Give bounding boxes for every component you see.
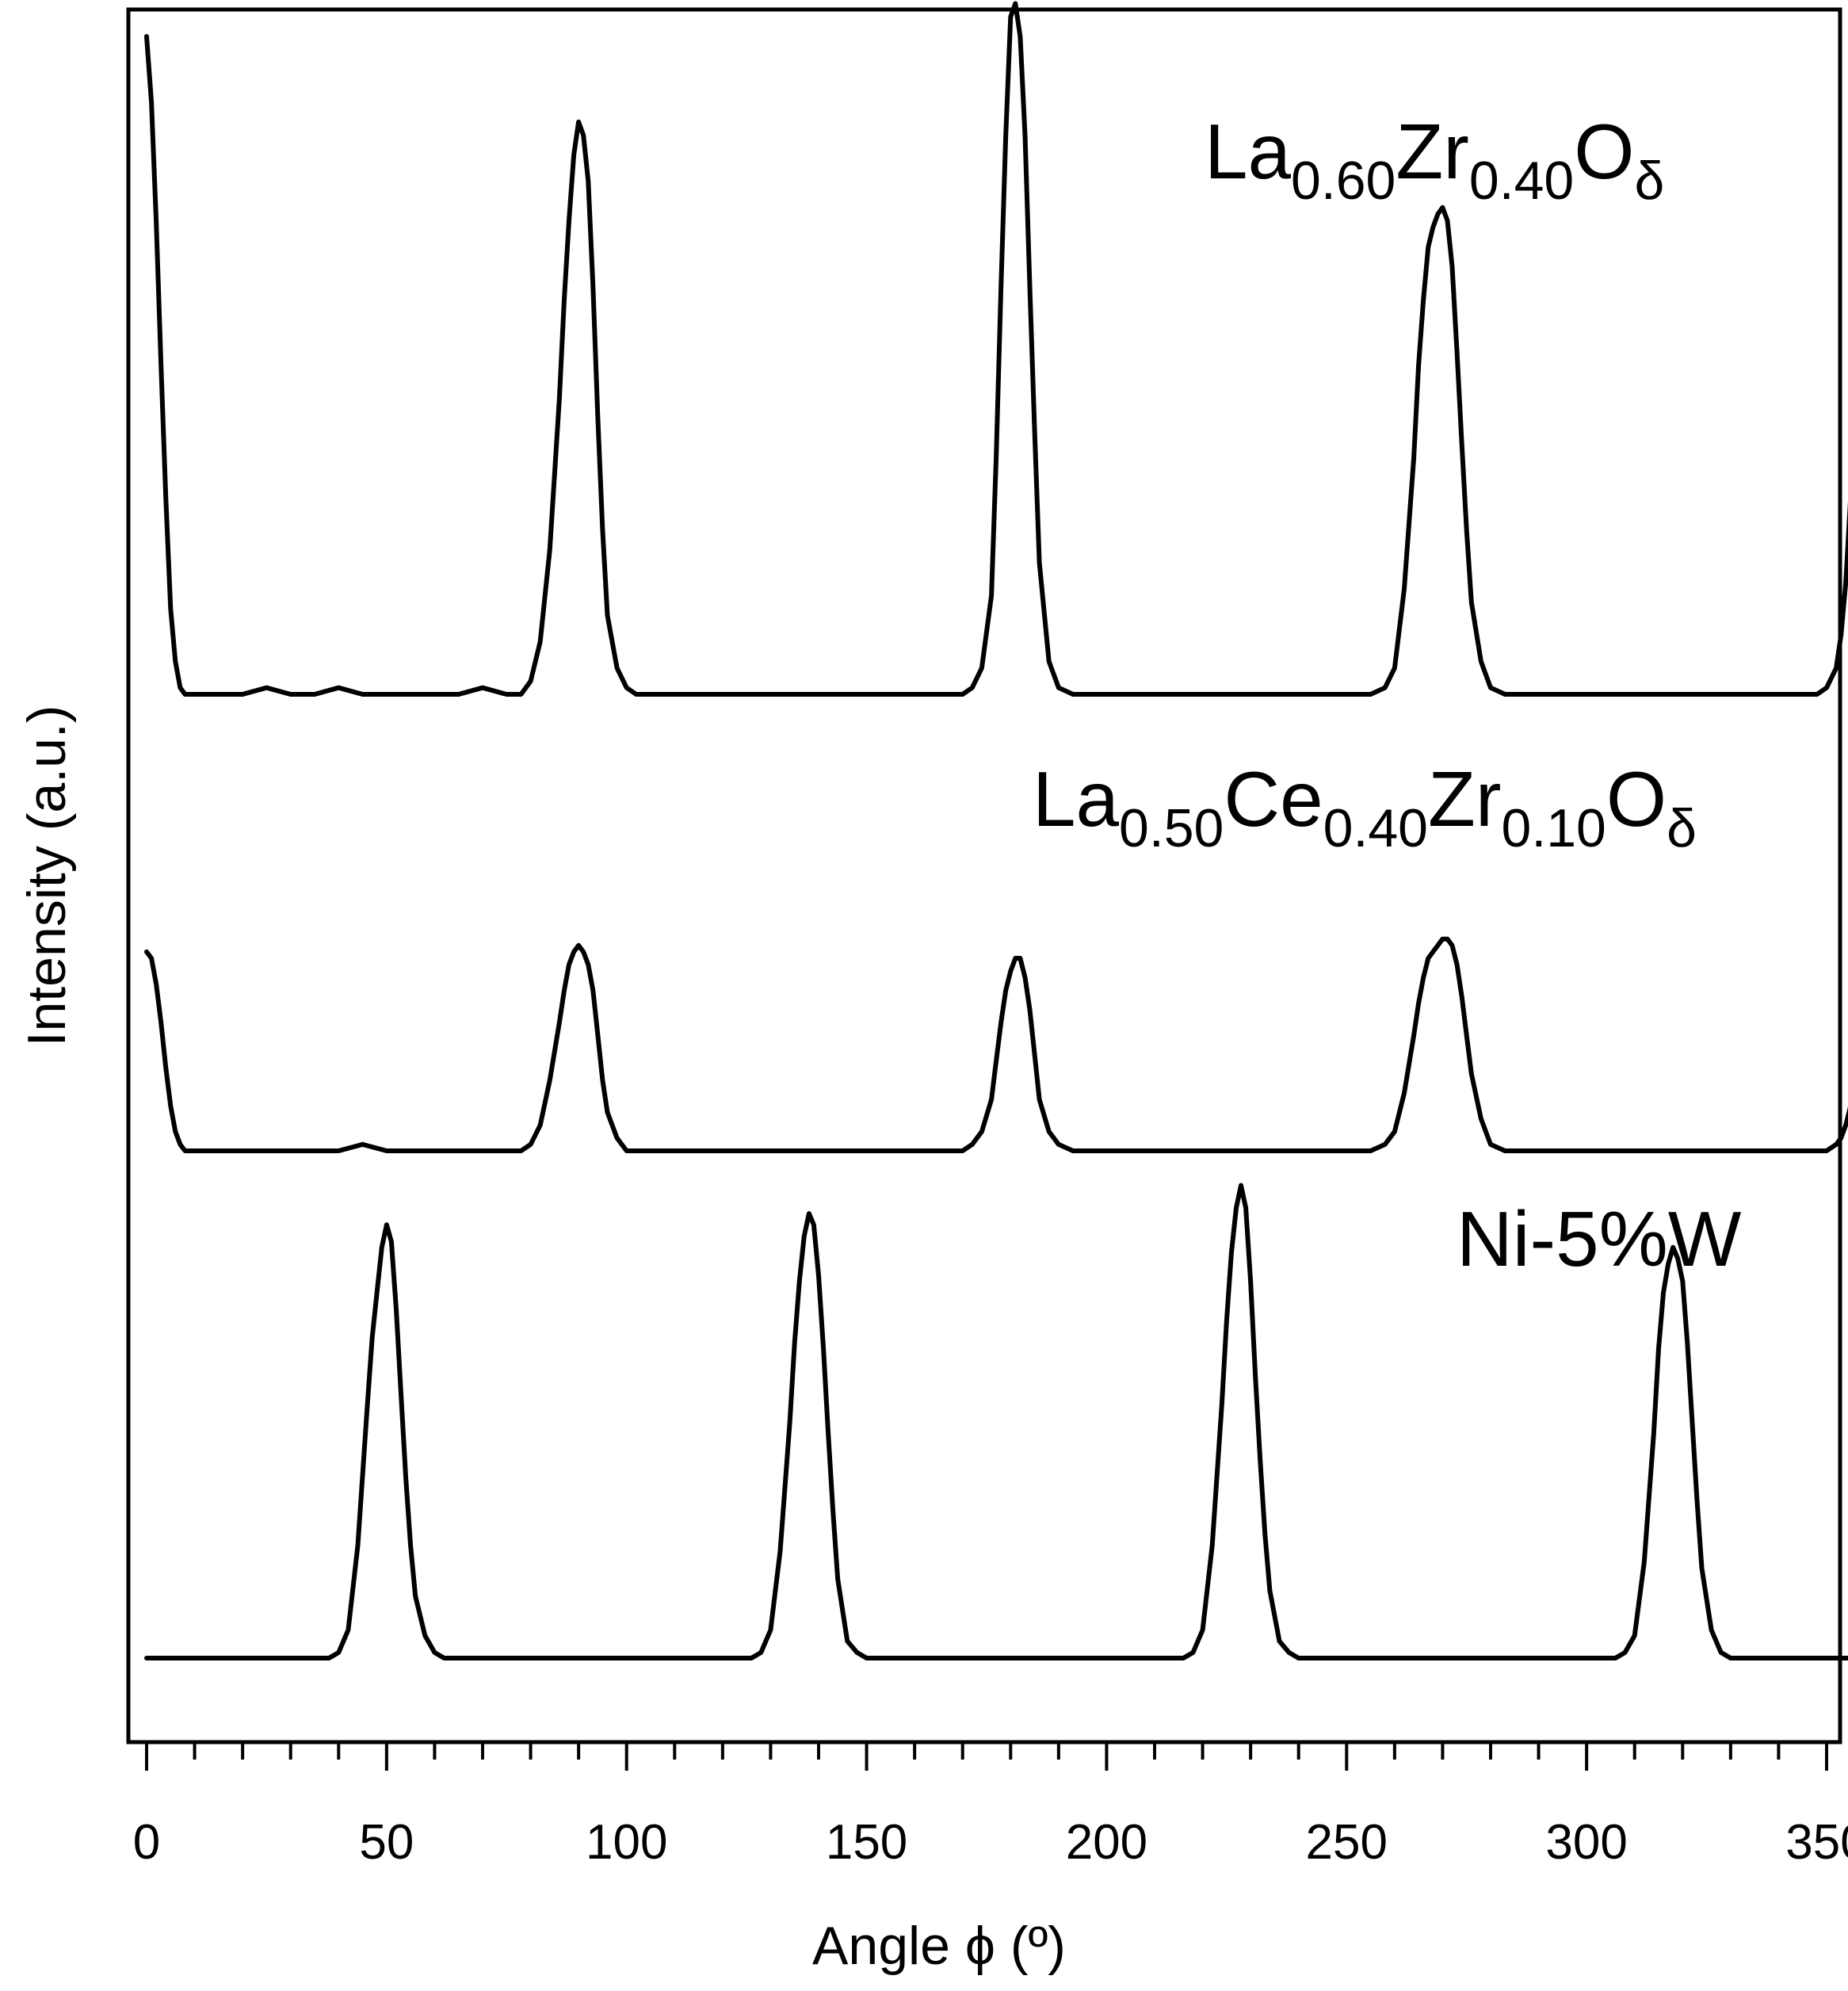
- x-axis-label: Angle ϕ (º): [812, 1916, 1066, 1976]
- x-tick-label-0: 0: [133, 1815, 160, 1870]
- series-label-1: La0.60Zr0.40Oδ: [1205, 108, 1664, 211]
- series-label-1-part-4: O: [1574, 108, 1634, 195]
- series-label-2-part-0: La: [1033, 755, 1120, 843]
- x-tick-label-100: 100: [586, 1815, 667, 1870]
- series-label-3-part-0: Ni-5%W: [1457, 1195, 1742, 1282]
- x-tick-label-200: 200: [1066, 1815, 1147, 1870]
- x-tick-label-300: 300: [1545, 1815, 1627, 1870]
- x-tick-label-350: 350: [1785, 1815, 1848, 1870]
- series-label-1-part-0: La: [1205, 108, 1292, 195]
- series-line-3: [144, 1183, 1848, 1660]
- series-label-2-part-2: Ce: [1224, 755, 1323, 843]
- series-label-1-part-1: 0.60: [1291, 151, 1396, 211]
- x-axis-tick-labels: 0 50 100 150 200 250 300 350: [133, 1815, 1848, 1870]
- plot-frame: [126, 7, 1842, 1745]
- series-label-1-part-5: δ: [1634, 151, 1664, 211]
- y-axis-label: Intensity (a.u.): [17, 705, 77, 1047]
- x-tick-label-50: 50: [359, 1815, 414, 1870]
- x-tick-label-250: 250: [1306, 1815, 1388, 1870]
- series-label-2: La0.50Ce0.40Zr0.10Oδ: [1033, 755, 1697, 858]
- series-label-3: Ni-5%W: [1457, 1195, 1742, 1282]
- series-line-1: [144, 1, 1848, 697]
- series-label-2-part-6: O: [1606, 755, 1667, 843]
- series-traces: [144, 1, 1848, 1660]
- x-axis-ticks: [145, 1742, 1828, 1771]
- series-label-2-part-4: Zr: [1428, 755, 1502, 843]
- series-label-2-part-7: δ: [1667, 798, 1697, 858]
- series-line-2: [144, 936, 1848, 1153]
- x-tick-label-150: 150: [826, 1815, 907, 1870]
- series-label-1-part-3: 0.40: [1469, 151, 1574, 211]
- series-label-2-part-1: 0.50: [1119, 798, 1224, 858]
- series-label-1-part-2: Zr: [1396, 108, 1469, 195]
- series-label-2-part-3: 0.40: [1323, 798, 1428, 858]
- series-label-2-part-5: 0.10: [1502, 798, 1606, 858]
